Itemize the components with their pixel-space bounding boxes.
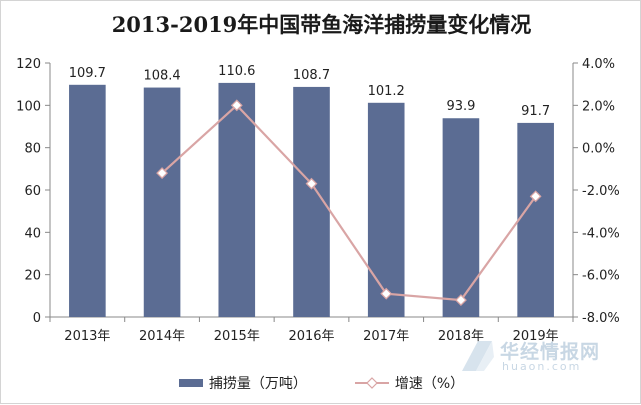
y-left-tick-label: 100 <box>16 99 41 114</box>
bar-value-label: 91.7 <box>521 104 550 119</box>
x-tick-label: 2013年 <box>64 329 110 344</box>
growth-line <box>161 103 537 302</box>
y-left-tick-label: 80 <box>24 142 41 157</box>
x-tick-label: 2019年 <box>513 329 559 344</box>
bar <box>69 84 106 317</box>
bar-value-label: 108.4 <box>143 69 180 84</box>
watermark: 华经情报网 huaon.com <box>456 335 626 377</box>
bar-value-label: 93.9 <box>446 99 475 114</box>
legend-bar-swatch <box>178 379 203 387</box>
y-left-tick-label: 0 <box>33 311 41 326</box>
y-right-tick-label: 0.0% <box>582 142 615 157</box>
bar <box>442 118 480 318</box>
bar-value-label: 108.7 <box>293 68 330 83</box>
growth-point <box>305 177 318 190</box>
growth-point <box>156 167 168 179</box>
bar <box>218 82 256 317</box>
legend-line-label: 增速（%） <box>394 376 465 392</box>
legend-item-line: 增速（%） <box>354 373 465 393</box>
bar <box>517 122 554 317</box>
x-tick-label: 2014年 <box>139 329 185 344</box>
y-left-tick-label: 120 <box>16 57 41 72</box>
bar-value-label: 109.7 <box>69 66 106 81</box>
legend-item-bar: 捕捞量（万吨） <box>178 373 307 393</box>
x-tick-label: 2018年 <box>438 329 484 344</box>
y-right-tick-label: 2.0% <box>582 99 615 114</box>
bar <box>143 87 181 317</box>
y-right-tick-label: -6.0% <box>582 269 620 284</box>
x-tick-label: 2016年 <box>288 329 334 344</box>
y-right-tick-label: -8.0% <box>582 311 620 326</box>
chart-title: 2013-2019年中国带鱼海洋捕捞量变化情况 <box>111 12 532 37</box>
y-left-tick-label: 60 <box>24 184 41 199</box>
chart-legend: 捕捞量（万吨） 增速（%） <box>1 373 641 393</box>
y-left-tick-label: 20 <box>24 269 41 284</box>
watermark-text-en: huaon.com <box>502 360 582 373</box>
x-tick-label: 2015年 <box>214 329 260 344</box>
watermark-logo-icon <box>462 341 494 371</box>
growth-point <box>380 287 393 300</box>
bar-value-label: 101.2 <box>368 84 405 99</box>
growth-point <box>529 190 542 203</box>
x-tick-label: 2017年 <box>363 329 409 344</box>
watermark-text-cn: 华经情报网 <box>500 341 601 363</box>
legend-bar-label: 捕捞量（万吨） <box>208 376 307 392</box>
y-right-tick-label: -2.0% <box>582 184 620 199</box>
y-right-tick-label: -4.0% <box>582 226 620 241</box>
bar <box>367 102 405 317</box>
bar-value-label: 110.6 <box>218 64 255 79</box>
growth-point <box>230 99 243 112</box>
growth-point <box>455 294 467 306</box>
y-right-tick-label: 4.0% <box>582 57 615 72</box>
legend-line-swatch <box>354 377 389 389</box>
y-left-tick-label: 40 <box>24 226 41 241</box>
